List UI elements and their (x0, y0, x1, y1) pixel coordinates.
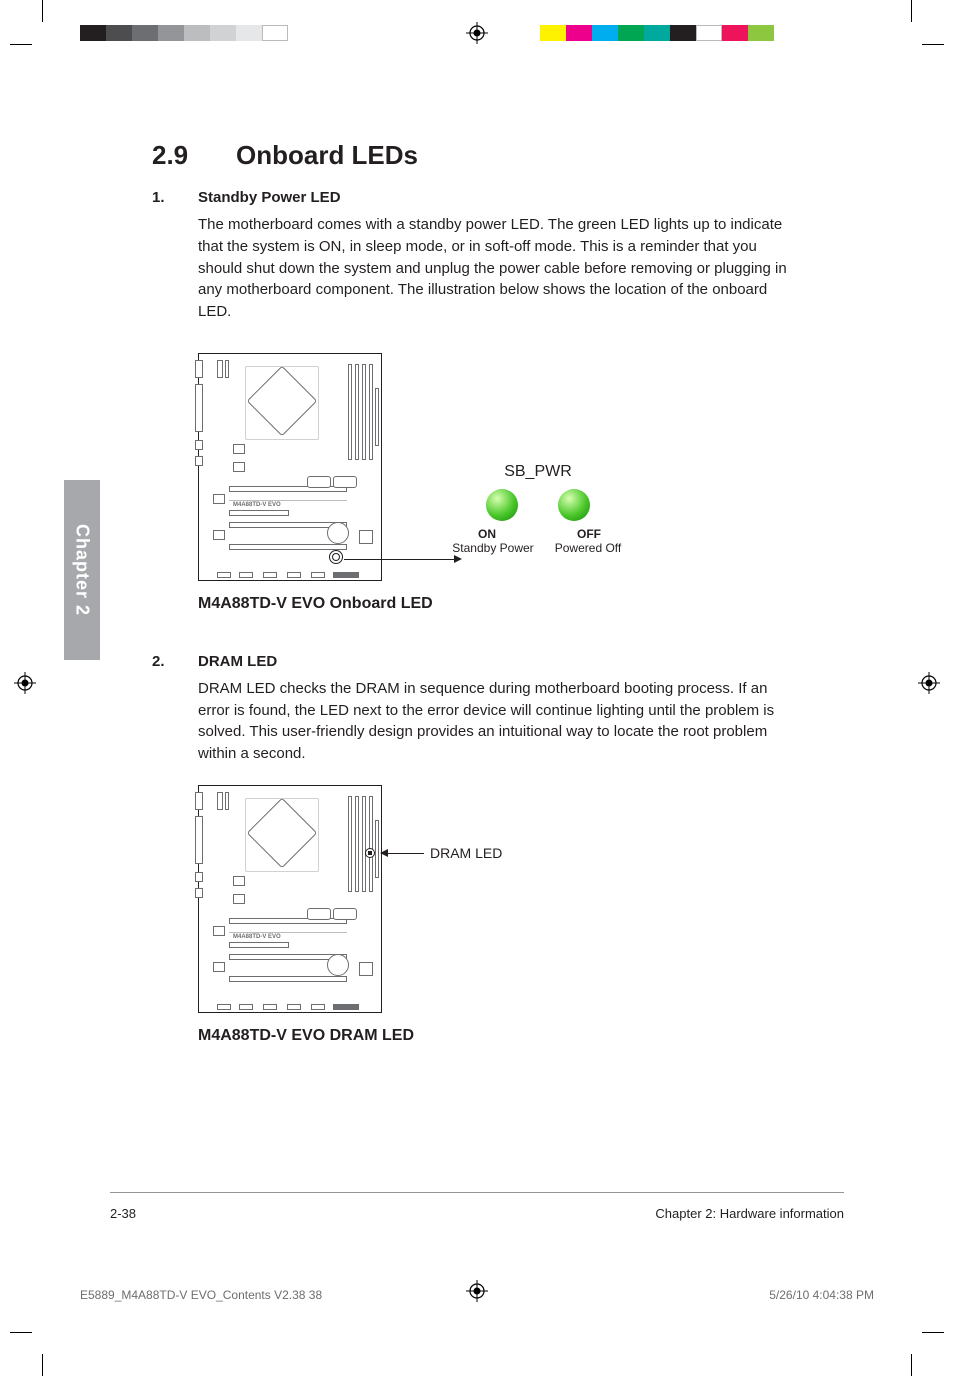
list-item: 2. DRAM LED DRAM LED checks the DRAM in … (152, 653, 802, 1055)
item-number: 1. (152, 189, 198, 206)
dram-led-pointer-label: DRAM LED (430, 845, 502, 861)
led-on-sublabel: Standby Power (448, 541, 538, 555)
motherboard-outline: M4A88TD-V EVO (198, 785, 382, 1013)
diagram-caption: M4A88TD-V EVO Onboard LED (198, 595, 433, 613)
diagram-caption: M4A88TD-V EVO DRAM LED (198, 1027, 414, 1045)
diagram-dram-led: M4A88TD-V EVO DRAM LED M4A88TD-V EVO DRA… (198, 785, 802, 1055)
diagram-onboard-led: M4A88TD-V EVO SB_PWR ON OFF (198, 353, 802, 613)
led-on-icon (486, 489, 518, 521)
colorbar-left (80, 25, 288, 41)
page-number: 2-38 (110, 1206, 136, 1221)
colorbar-right (540, 25, 774, 41)
footer-rule (110, 1192, 844, 1193)
item-title: DRAM LED (198, 653, 277, 670)
item-number: 2. (152, 653, 198, 670)
chapter-title-footer: Chapter 2: Hardware information (655, 1206, 844, 1221)
item-body: DRAM LED checks the DRAM in sequence dur… (198, 678, 802, 765)
registration-mark-icon (466, 22, 488, 44)
page-content: 2.9Onboard LEDs 1. Standby Power LED The… (152, 140, 802, 1083)
board-model-label: M4A88TD-V EVO (233, 934, 281, 940)
section-title-text: Onboard LEDs (236, 140, 418, 170)
sbpwr-legend: SB_PWR ON OFF Standby Power Powered Off (448, 463, 628, 555)
page-footer: 2-38 Chapter 2: Hardware information (110, 1206, 844, 1221)
list-item: 1. Standby Power LED The motherboard com… (152, 189, 802, 613)
led-off-icon (558, 489, 590, 521)
motherboard-outline: M4A88TD-V EVO (198, 353, 382, 581)
section-heading: 2.9Onboard LEDs (152, 140, 802, 171)
print-job-line: E5889_M4A88TD-V EVO_Contents V2.38 38 5/… (80, 1288, 874, 1302)
section-number: 2.9 (152, 140, 236, 171)
led-off-sublabel: Powered Off (548, 541, 628, 555)
item-title: Standby Power LED (198, 189, 341, 206)
led-off-label: OFF (554, 527, 624, 541)
led-on-label: ON (452, 527, 522, 541)
sbpwr-title: SB_PWR (448, 463, 628, 481)
chapter-tab: Chapter 2 (64, 480, 100, 660)
job-file: E5889_M4A88TD-V EVO_Contents V2.38 38 (80, 1288, 322, 1302)
item-body: The motherboard comes with a standby pow… (198, 214, 802, 323)
chapter-tab-label: Chapter 2 (72, 524, 93, 616)
registration-mark-icon (918, 672, 940, 694)
job-timestamp: 5/26/10 4:04:38 PM (769, 1288, 874, 1302)
board-model-label: M4A88TD-V EVO (233, 502, 281, 508)
registration-mark-icon (14, 672, 36, 694)
